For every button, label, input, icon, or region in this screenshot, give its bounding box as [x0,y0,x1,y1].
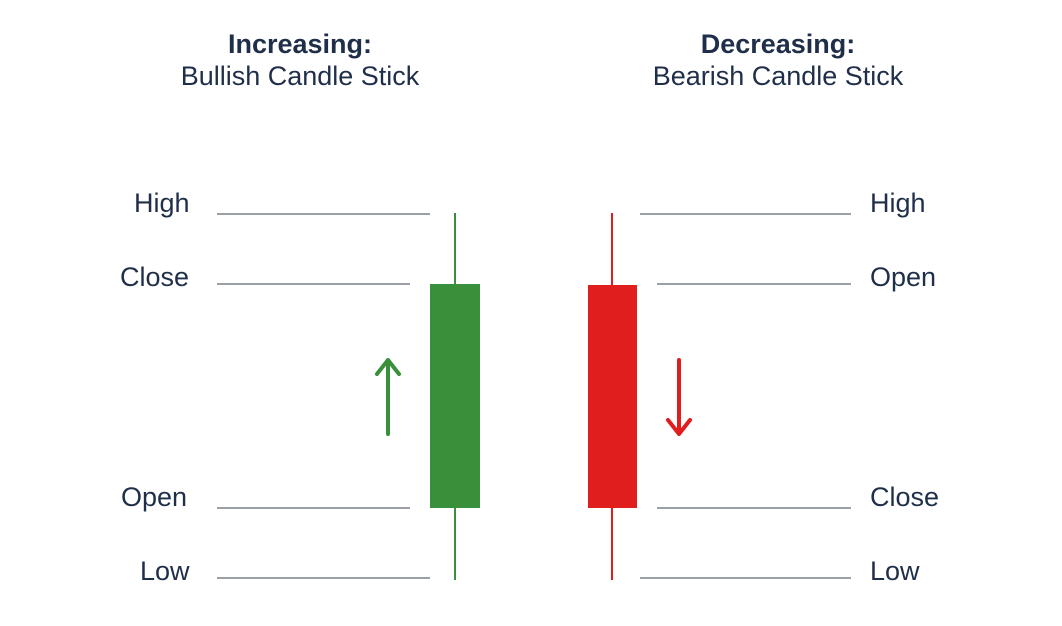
down-arrow-icon [666,358,692,436]
bullish-candle-body [430,284,480,508]
bearish-label-open: Open [870,262,937,292]
bullish-title-heading: Increasing: [227,29,373,59]
bearish-title: Decreasing: Bearish Candle Stick [628,28,928,93]
bearish-label-close: Close [870,482,940,512]
bearish-label-high: High [870,188,926,218]
bearish-title-subheading: Bearish Candle Stick [652,61,904,92]
bullish-label-low: Low [140,556,190,586]
bearish-candle-body [588,285,637,508]
bearish-title-heading: Decreasing: [700,29,856,59]
up-arrow-icon [375,358,401,436]
bearish-label-low: Low [870,556,920,586]
bullish-label-high: High [134,188,190,218]
bullish-label-close: Close [120,262,190,292]
bullish-label-open: Open [121,482,188,512]
bullish-title-subheading: Bullish Candle Stick [180,61,420,92]
bullish-title: Increasing: Bullish Candle Stick [150,28,450,93]
